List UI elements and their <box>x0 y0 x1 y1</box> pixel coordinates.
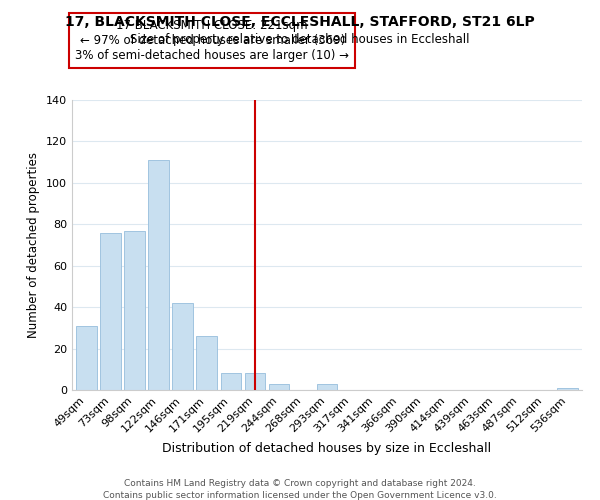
Bar <box>196 336 217 390</box>
Text: 17, BLACKSMITH CLOSE, ECCLESHALL, STAFFORD, ST21 6LP: 17, BLACKSMITH CLOSE, ECCLESHALL, STAFFO… <box>65 15 535 29</box>
Bar <box>221 374 241 390</box>
Y-axis label: Number of detached properties: Number of detached properties <box>28 152 40 338</box>
Bar <box>148 160 169 390</box>
Text: Contains public sector information licensed under the Open Government Licence v3: Contains public sector information licen… <box>103 491 497 500</box>
Text: 17 BLACKSMITH CLOSE: 221sqm
← 97% of detached houses are smaller (369)
3% of sem: 17 BLACKSMITH CLOSE: 221sqm ← 97% of det… <box>75 19 349 62</box>
Bar <box>100 232 121 390</box>
Bar <box>245 374 265 390</box>
Text: Contains HM Land Registry data © Crown copyright and database right 2024.: Contains HM Land Registry data © Crown c… <box>124 479 476 488</box>
Bar <box>124 230 145 390</box>
Bar <box>269 384 289 390</box>
Bar <box>317 384 337 390</box>
Bar <box>76 326 97 390</box>
X-axis label: Distribution of detached houses by size in Eccleshall: Distribution of detached houses by size … <box>163 442 491 455</box>
Bar <box>172 303 193 390</box>
Text: Size of property relative to detached houses in Eccleshall: Size of property relative to detached ho… <box>130 32 470 46</box>
Bar <box>557 388 578 390</box>
